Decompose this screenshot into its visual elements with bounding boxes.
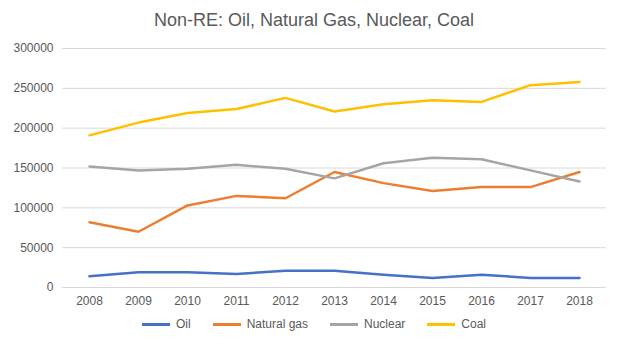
html-text:Oil: Oil bbox=[176, 317, 191, 331]
svg-text:2017: 2017 bbox=[517, 294, 544, 308]
svg-text:150000: 150000 bbox=[13, 161, 53, 175]
svg-text:2011: 2011 bbox=[224, 294, 250, 308]
svg-text:100000: 100000 bbox=[13, 201, 53, 215]
html-text:Coal: Coal bbox=[461, 317, 486, 331]
svg-text:2009: 2009 bbox=[125, 294, 152, 308]
svg-text:2013: 2013 bbox=[321, 294, 348, 308]
svg-text:300000: 300000 bbox=[13, 41, 53, 55]
svg-text:2010: 2010 bbox=[174, 294, 201, 308]
svg-text:250000: 250000 bbox=[13, 81, 53, 95]
html-text:Natural gas: Natural gas bbox=[246, 317, 308, 331]
svg-text:200000: 200000 bbox=[13, 121, 53, 135]
html-text:Non-RE: Oil, Natural Gas, Nucl: Non-RE: Oil, Natural Gas, Nuclear, Coal bbox=[153, 10, 475, 30]
svg-text:2012: 2012 bbox=[272, 294, 299, 308]
svg-text:2014: 2014 bbox=[370, 294, 397, 308]
svg-text:0: 0 bbox=[47, 280, 54, 294]
svg-text:2008: 2008 bbox=[76, 294, 103, 308]
svg-text:2018: 2018 bbox=[566, 294, 593, 308]
svg-text:2015: 2015 bbox=[419, 294, 446, 308]
svg-text:50000: 50000 bbox=[20, 241, 54, 255]
html-text:Nuclear: Nuclear bbox=[364, 317, 406, 331]
svg-text:2016: 2016 bbox=[468, 294, 495, 308]
